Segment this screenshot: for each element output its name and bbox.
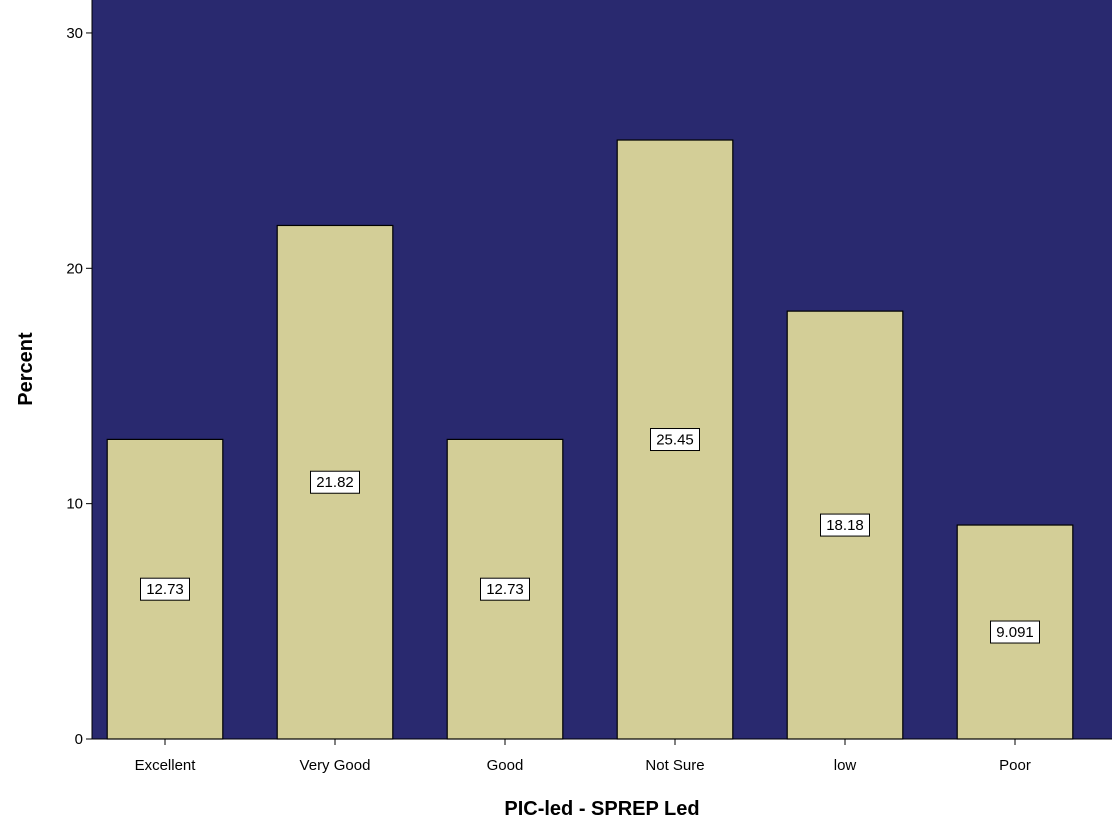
y-tick-label: 0	[75, 731, 83, 748]
data-label: 9.091	[996, 624, 1034, 641]
y-axis-title: Percent	[15, 332, 37, 406]
data-label-box	[990, 620, 1040, 644]
x-tick-label: Poor	[999, 757, 1031, 774]
data-label: 18.18	[826, 517, 864, 534]
data-label-box	[310, 470, 360, 494]
y-ticks-group: 0 10 20 30	[66, 25, 92, 748]
plot-area	[92, 0, 1112, 739]
x-tick-label: Very Good	[300, 757, 371, 774]
y-tick-label: 30	[66, 25, 83, 42]
data-label: 12.73	[486, 581, 524, 598]
x-ticks-group: Excellent Very Good Good Not Sure low Poor	[135, 739, 1031, 774]
data-label: 25.45	[656, 432, 694, 449]
data-label: 21.82	[316, 474, 354, 491]
y-tick-label: 20	[66, 260, 83, 277]
data-label: 12.73	[146, 581, 184, 598]
data-label-box	[820, 513, 870, 537]
x-tick-label: low	[834, 757, 857, 774]
y-tick-label: 10	[66, 496, 83, 513]
data-label-box	[140, 577, 190, 601]
x-tick-label: Not Sure	[645, 757, 704, 774]
x-tick-label: Good	[487, 757, 524, 774]
data-label-box	[650, 428, 700, 452]
x-tick-label: Excellent	[135, 757, 197, 774]
bars-group: 12.73 21.82 12.73 25.45 18.18 9.091	[106, 139, 1074, 740]
x-axis-title: PIC-led - SPREP Led	[504, 798, 699, 820]
data-label-box	[480, 577, 530, 601]
